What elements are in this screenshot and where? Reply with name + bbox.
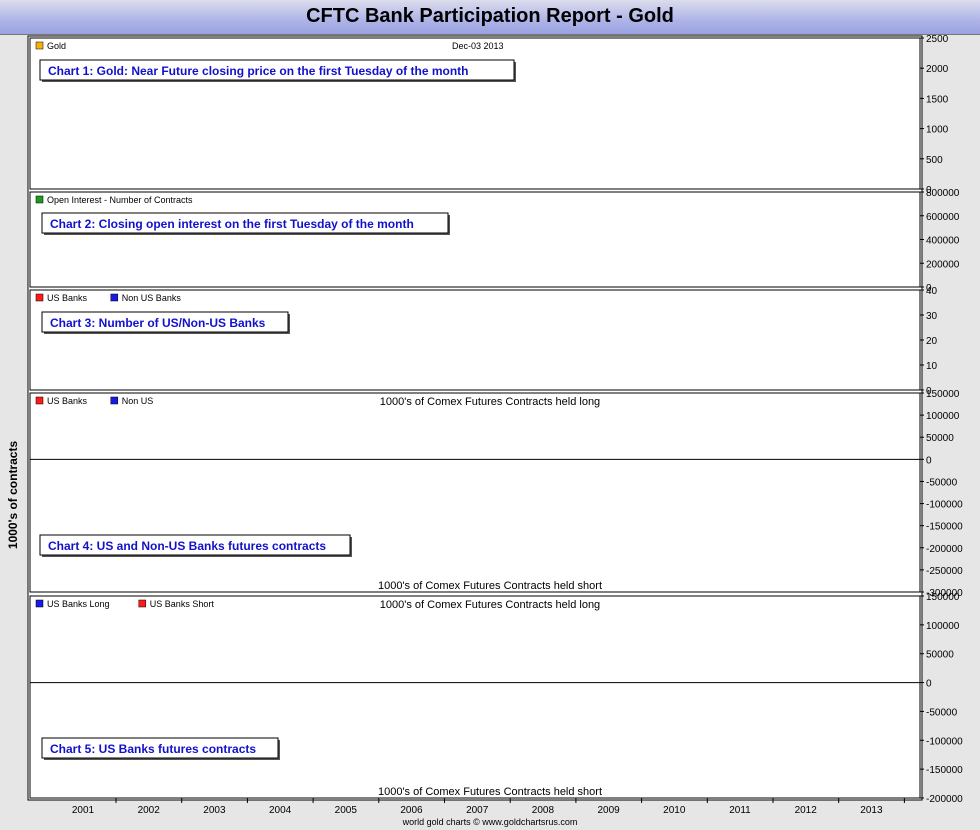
legend-swatch: [35, 396, 44, 405]
y-tick-label: 0: [926, 679, 932, 690]
caption-box: [41, 212, 449, 234]
legend-swatch: [35, 195, 44, 204]
x-tick-label: 2007: [466, 805, 489, 816]
page-title: CFTC Bank Participation Report - Gold: [306, 5, 674, 27]
y-tick-label: -300000: [926, 588, 963, 599]
y-tick-label: 100000: [926, 621, 960, 632]
caption-box: [41, 311, 289, 333]
x-tick-label: 2005: [335, 805, 358, 816]
y-tick-label: 150000: [926, 389, 960, 400]
x-tick-label: 2002: [138, 805, 161, 816]
legend-label: US Banks: [47, 396, 88, 406]
y-tick-label: 200000: [926, 259, 960, 270]
y-tick-label: 500: [926, 155, 943, 166]
y-tick-label: 0: [926, 455, 932, 466]
short-note: 1000's of Comex Futures Contracts held s…: [378, 580, 602, 592]
legend-swatch: [110, 396, 119, 405]
date-label: Dec-03 2013: [452, 41, 504, 51]
x-tick-label: 2009: [597, 805, 620, 816]
legend-label: Non US: [122, 396, 154, 406]
legend-label: US Banks: [47, 293, 88, 303]
y-tick-label: -150000: [926, 765, 963, 776]
short-note: 1000's of Comex Futures Contracts held s…: [378, 786, 602, 798]
y-tick-label: -250000: [926, 566, 963, 577]
y-tick-label: 1000: [926, 125, 949, 136]
x-tick-label: 2010: [663, 805, 686, 816]
legend-swatch: [35, 293, 44, 302]
panel-2-border: [29, 191, 921, 288]
y-tick-label: 400000: [926, 236, 960, 247]
y-tick-label: 0: [926, 283, 932, 294]
caption-box: [39, 59, 515, 81]
y-tick-label: -200000: [926, 794, 963, 805]
x-tick-label: 2001: [72, 805, 95, 816]
legend-label: US Banks Long: [47, 599, 110, 609]
legend-label: US Banks Short: [150, 599, 215, 609]
caption-box: [39, 534, 351, 556]
x-tick-label: 2004: [269, 805, 292, 816]
legend-swatch: [35, 599, 44, 608]
legend-label: Open Interest - Number of Contracts: [47, 195, 193, 205]
y-tick-label: 800000: [926, 188, 960, 199]
title-bar: CFTC Bank Participation Report - Gold: [0, 0, 980, 35]
y-tick-label: 30: [926, 311, 938, 322]
y-tick-label: -200000: [926, 544, 963, 555]
y-tick-label: 100000: [926, 411, 960, 422]
y-tick-label: -50000: [926, 707, 958, 718]
x-tick-label: 2011: [729, 805, 751, 816]
chart-caption: Chart 5: US Banks futures contracts: [50, 742, 256, 756]
footer-credit: world gold charts © www.goldchartsrus.co…: [402, 817, 578, 827]
y-tick-label: 20: [926, 336, 938, 347]
y-tick-label: 150000: [926, 592, 960, 603]
y-tick-label: -50000: [926, 477, 958, 488]
caption-box: [41, 737, 279, 759]
y-tick-label: -100000: [926, 736, 963, 747]
y-tick-label: 2000: [926, 64, 949, 75]
y-tick-label: 0: [926, 386, 932, 397]
y-tick-label: -100000: [926, 500, 963, 511]
y-tick-label: 1500: [926, 94, 949, 105]
legend-swatch: [138, 599, 147, 608]
legend-label: Non US Banks: [122, 293, 182, 303]
legend-swatch: [110, 293, 119, 302]
y-tick-label: 600000: [926, 212, 960, 223]
y-tick-label: -150000: [926, 522, 963, 533]
chart-caption: Chart 1: Gold: Near Future closing price…: [48, 64, 468, 78]
x-tick-label: 2003: [203, 805, 226, 816]
long-note: 1000's of Comex Futures Contracts held l…: [380, 396, 600, 408]
panel-5-border: [29, 595, 921, 799]
legend-label: Gold: [47, 41, 66, 51]
y-axis-title: 1000's of contracts: [6, 441, 20, 550]
panel-4-border: [29, 392, 921, 593]
chart-caption: Chart 4: US and Non-US Banks futures con…: [48, 539, 326, 553]
x-tick-label: 2013: [860, 805, 883, 816]
panel-3-border: [29, 289, 921, 391]
y-tick-label: 50000: [926, 650, 954, 661]
y-tick-label: 10: [926, 361, 938, 372]
x-tick-label: 2006: [400, 805, 423, 816]
chart-caption: Chart 3: Number of US/Non-US Banks: [50, 316, 266, 330]
x-tick-label: 2012: [795, 805, 818, 816]
long-note: 1000's of Comex Futures Contracts held l…: [380, 599, 600, 611]
x-tick-label: 2008: [532, 805, 555, 816]
y-tick-label: 50000: [926, 433, 954, 444]
legend-swatch: [35, 41, 44, 50]
y-tick-label: 40: [926, 286, 938, 297]
y-tick-label: 2500: [926, 34, 949, 45]
y-tick-label: 0: [926, 185, 932, 196]
charts-svg: 1000's of contracts05001000150020002500G…: [6, 34, 963, 827]
chart-caption: Chart 2: Closing open interest on the fi…: [50, 217, 414, 231]
